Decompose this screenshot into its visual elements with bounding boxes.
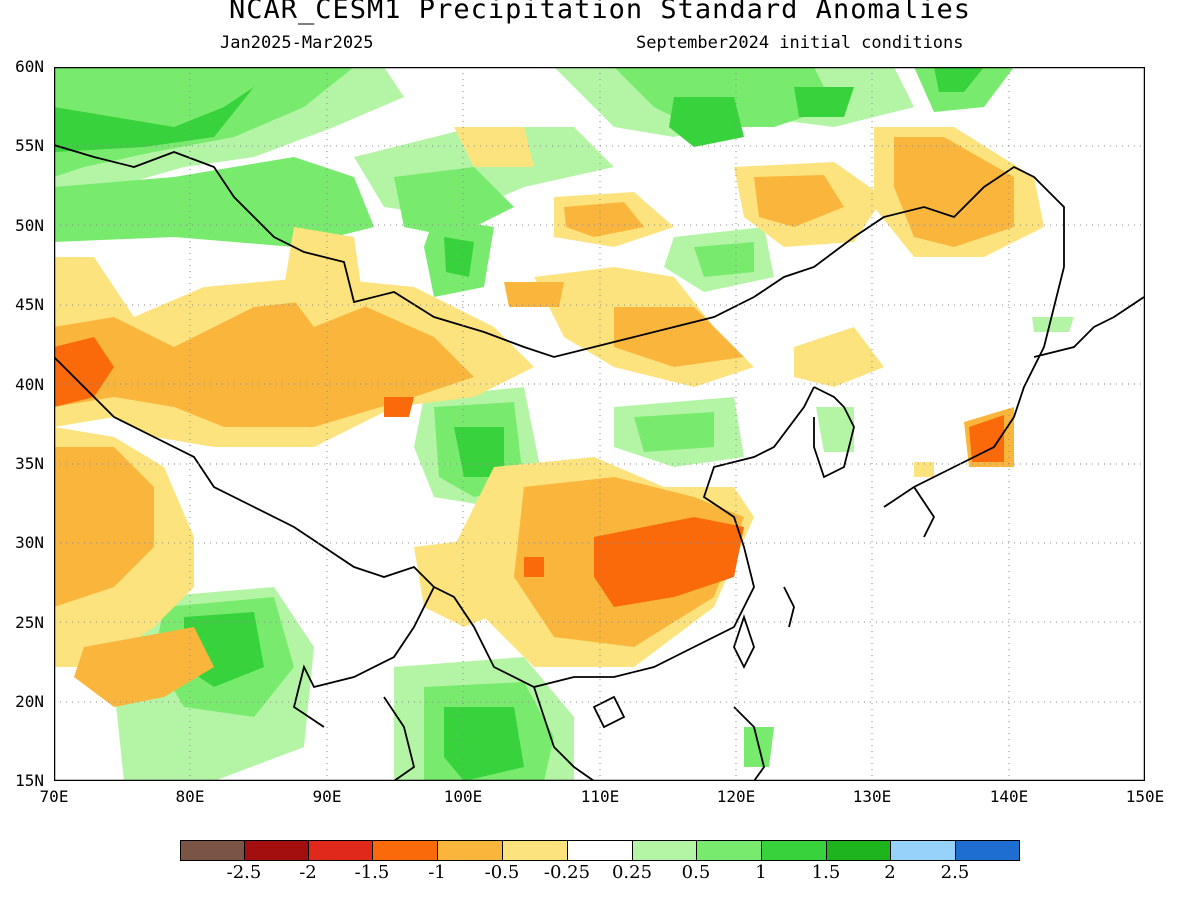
lon-label-140e: 140E bbox=[989, 787, 1029, 806]
colorbar-swatch-5 bbox=[437, 840, 503, 861]
forecast-period: Jan2025-Mar2025 bbox=[220, 33, 374, 53]
lat-label-60n: 60N bbox=[15, 57, 44, 76]
colorbar-label: -0.5 bbox=[484, 862, 520, 883]
lat-label-50n: 50N bbox=[15, 216, 44, 235]
lat-label-45n: 45N bbox=[15, 295, 44, 314]
colorbar-swatch-3 bbox=[308, 840, 373, 861]
positive-anomaly-regions bbox=[54, 67, 1074, 781]
lat-label-35n: 35N bbox=[15, 454, 44, 473]
colorbar-swatch-8 bbox=[632, 840, 697, 861]
map-frame bbox=[54, 67, 1145, 781]
colorbar-label: 1 bbox=[755, 862, 767, 883]
lon-label-150e: 150E bbox=[1125, 787, 1165, 806]
colorbar-swatch-1 bbox=[180, 840, 245, 861]
lon-label-100e: 100E bbox=[443, 787, 483, 806]
lat-label-40n: 40N bbox=[15, 375, 44, 394]
colorbar-label: -1 bbox=[428, 862, 446, 883]
lon-label-130e: 130E bbox=[852, 787, 892, 806]
lat-label-55n: 55N bbox=[15, 136, 44, 155]
colorbar-swatch-4 bbox=[372, 840, 438, 861]
lon-label-80e: 80E bbox=[175, 787, 205, 806]
colorbar-label: -1.5 bbox=[354, 862, 390, 883]
colorbar-label: 2.5 bbox=[940, 862, 970, 883]
lat-label-30n: 30N bbox=[15, 533, 44, 552]
lat-label-25n: 25N bbox=[15, 613, 44, 632]
map-canvas bbox=[54, 67, 1145, 781]
colorbar-swatch-7 bbox=[567, 840, 633, 861]
anomaly-map bbox=[54, 67, 1145, 781]
lat-label-15n: 15N bbox=[15, 771, 44, 790]
colorbar-swatch-2 bbox=[244, 840, 309, 861]
lon-label-90e: 90E bbox=[312, 787, 342, 806]
coastlines-and-borders bbox=[54, 144, 1145, 781]
gridlines bbox=[54, 67, 1145, 781]
colorbar-label: -2 bbox=[299, 862, 317, 883]
colorbar-label: 2 bbox=[884, 862, 896, 883]
colorbar-label: 0.25 bbox=[611, 862, 653, 883]
colorbar-label: -2.5 bbox=[226, 862, 262, 883]
colorbar-swatch-12 bbox=[890, 840, 956, 861]
lon-label-120e: 120E bbox=[716, 787, 756, 806]
lon-label-110e: 110E bbox=[580, 787, 620, 806]
lon-label-70e: 70E bbox=[39, 787, 69, 806]
colorbar-label: -0.25 bbox=[543, 862, 591, 883]
colorbar-swatch-10 bbox=[761, 840, 827, 861]
colorbar-swatch-6 bbox=[502, 840, 568, 861]
map-title: NCAR_CESM1 Precipitation Standard Anomal… bbox=[229, 0, 971, 25]
initial-conditions: September2024 initial conditions bbox=[636, 33, 964, 53]
colorbar-swatch-13 bbox=[955, 840, 1020, 861]
colorbar-label: 1.5 bbox=[811, 862, 841, 883]
colorbar-label: 0.5 bbox=[681, 862, 711, 883]
colorbar-swatch-11 bbox=[826, 840, 891, 861]
colorbar-swatch-9 bbox=[696, 840, 762, 861]
lat-label-20n: 20N bbox=[15, 692, 44, 711]
